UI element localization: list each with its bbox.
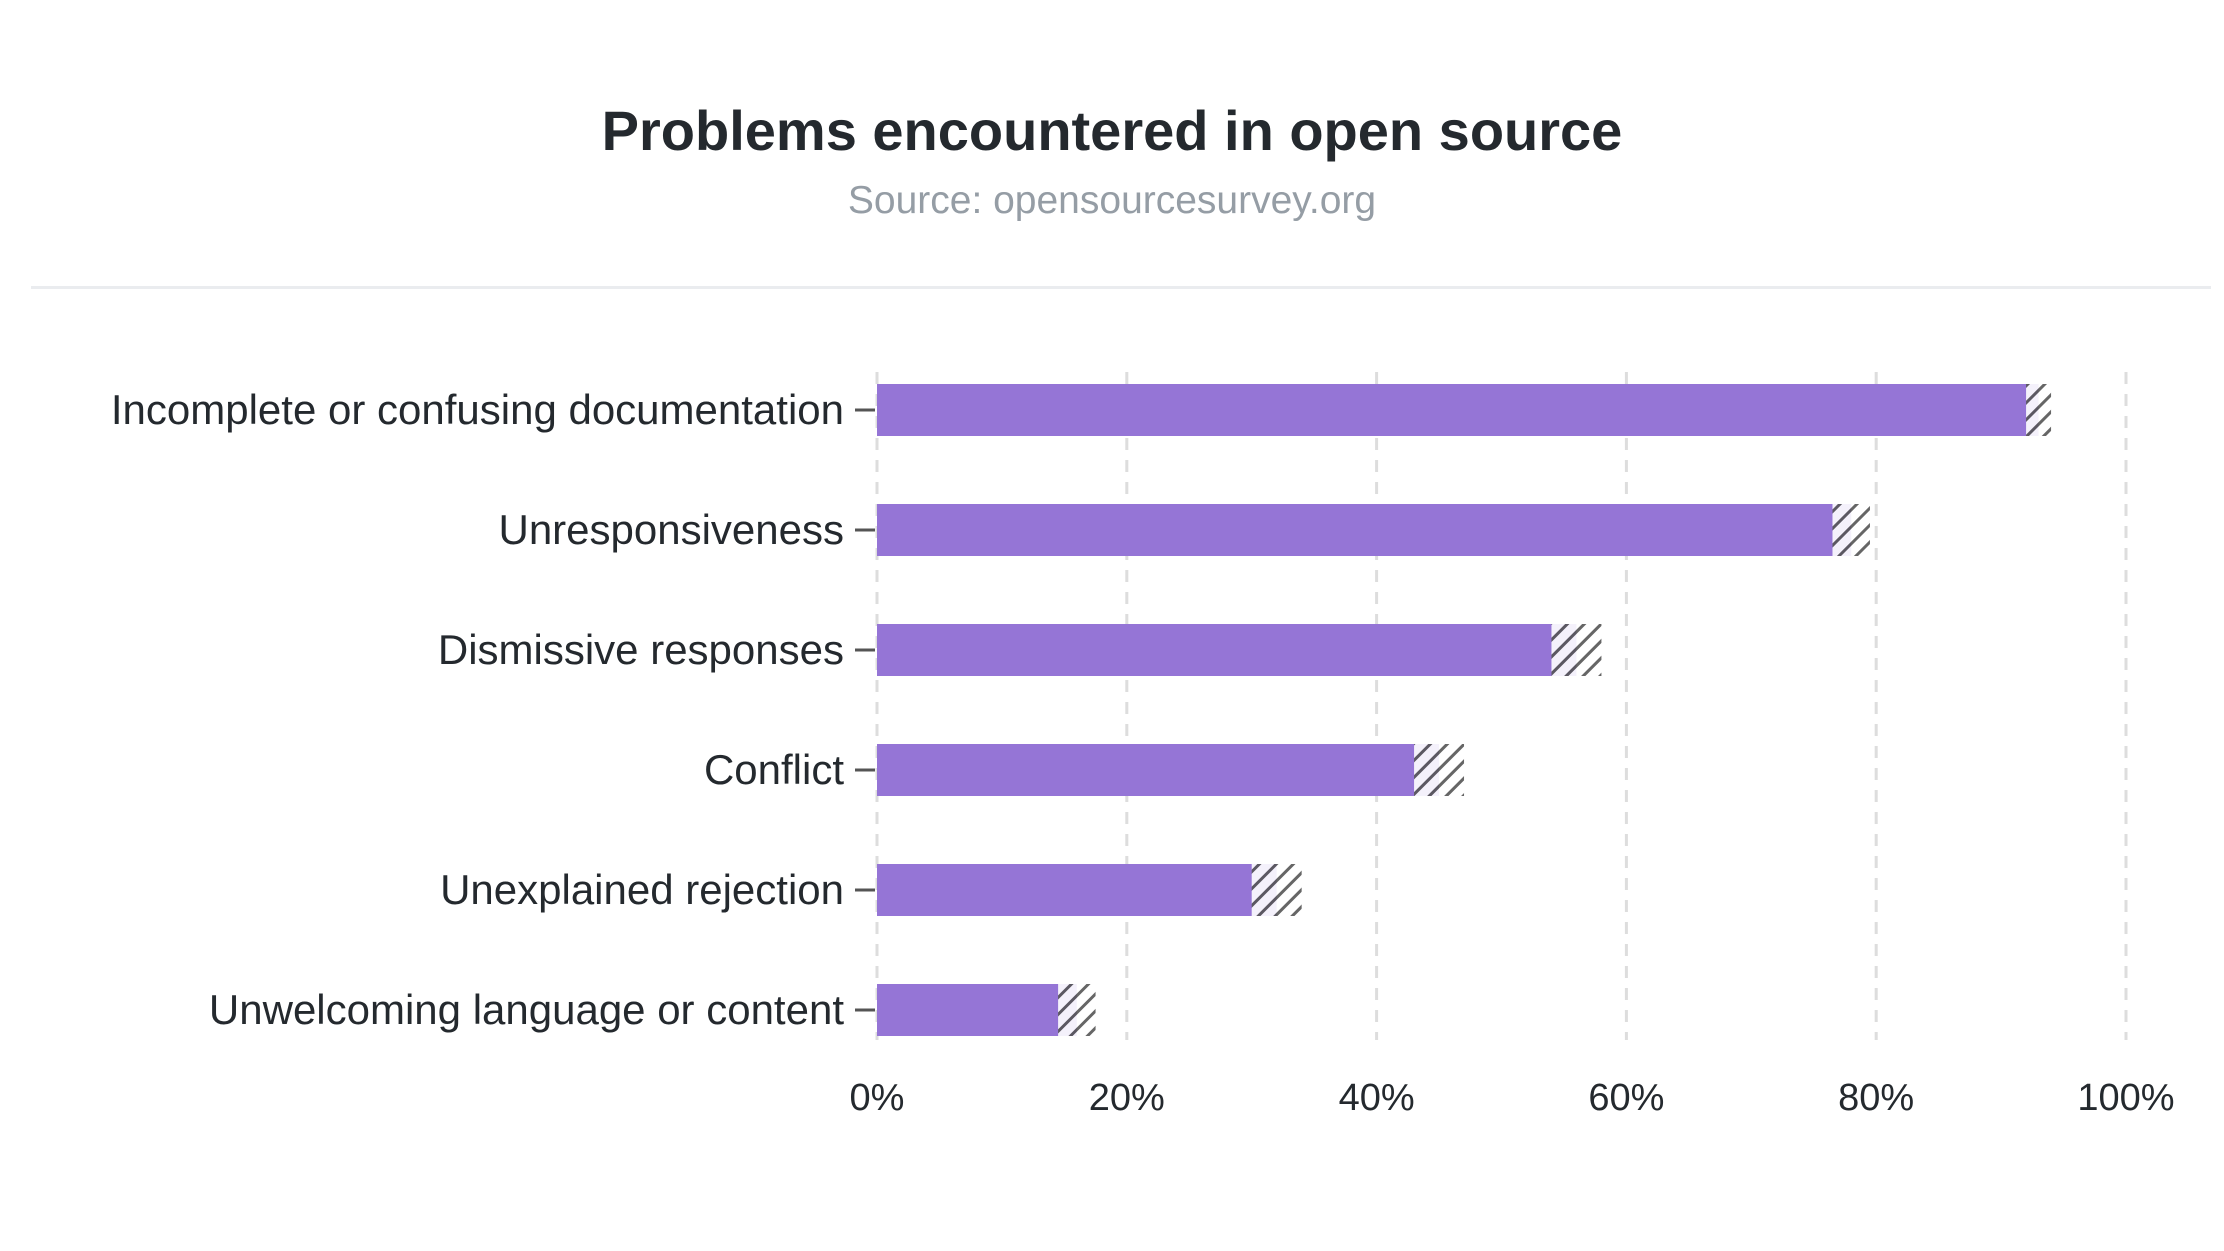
- x-tick-label: 100%: [2077, 1077, 2174, 1119]
- x-tick-label: 40%: [1339, 1077, 1415, 1119]
- bar-error-range: [1414, 744, 1465, 796]
- category-label: Unwelcoming language or content: [209, 986, 844, 1033]
- bar: [877, 744, 1440, 796]
- category-label: Conflict: [704, 746, 844, 793]
- category-label: Dismissive responses: [438, 626, 844, 673]
- bar-error-range: [1251, 864, 1302, 916]
- bar: [877, 624, 1577, 676]
- bar-error-range: [1058, 984, 1096, 1036]
- bar-error-range: [2026, 384, 2052, 436]
- category-labels: Incomplete or confusing documentation Unr…: [111, 386, 875, 1033]
- grid-lines: [875, 372, 2128, 1040]
- bar: [877, 384, 2039, 436]
- chart-title: Problems encountered in open source: [601, 99, 1623, 162]
- bar-error-range: [1832, 504, 1870, 556]
- bar-error-range: [1551, 624, 1602, 676]
- x-tick-label: 0%: [850, 1077, 905, 1119]
- x-tick-label: 60%: [1588, 1077, 1664, 1119]
- category-label: Unexplained rejection: [440, 866, 844, 913]
- category-label: Incomplete or confusing documentation: [111, 386, 844, 433]
- chart-subtitle: Source: opensourcesurvey.org: [847, 179, 1377, 222]
- x-tick-label: 20%: [1089, 1077, 1165, 1119]
- bars: [877, 384, 2052, 1036]
- bar: [877, 984, 1077, 1036]
- bar: [877, 504, 1852, 556]
- x-tick-label: 80%: [1838, 1077, 1914, 1119]
- bar: [877, 864, 1277, 916]
- header-divider: [31, 286, 2211, 289]
- x-axis-ticks: 0% 20% 40% 60% 80% 100%: [850, 1077, 2175, 1119]
- category-label: Unresponsiveness: [498, 506, 844, 553]
